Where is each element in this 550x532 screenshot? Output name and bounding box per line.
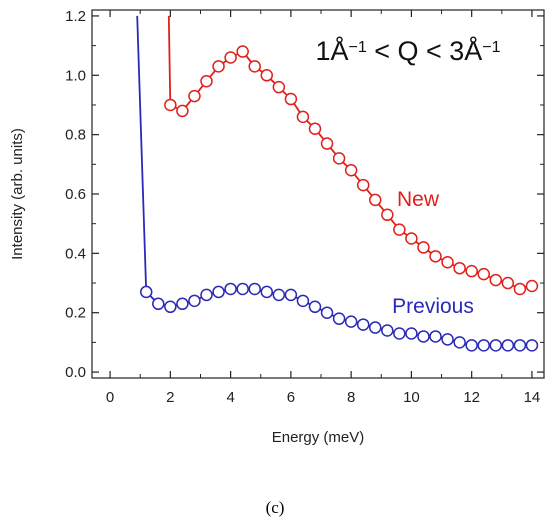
data-point-previous [260, 285, 274, 299]
data-point-previous [200, 288, 213, 302]
data-point-previous [405, 327, 418, 340]
data-point-new [477, 267, 490, 281]
data-point-previous [417, 330, 430, 343]
data-point-previous [248, 282, 261, 296]
data-point-new [465, 264, 478, 278]
data-point-new [296, 110, 310, 124]
data-point-previous [152, 297, 165, 311]
data-point-new [344, 164, 358, 177]
data-point-previous [501, 339, 515, 352]
data-point-previous [453, 336, 466, 349]
panel-label: (c) [265, 498, 285, 517]
data-point-new [525, 279, 539, 293]
x-tick-label: 14 [524, 389, 541, 406]
data-point-previous [441, 333, 454, 346]
data-point-previous [369, 321, 382, 334]
data-point-new [453, 261, 466, 275]
data-point-new [284, 92, 298, 106]
data-point-new [272, 80, 286, 94]
data-point-previous [332, 312, 346, 325]
q-range-annotation: 1Å−1 < Q < 3Å−1 [315, 35, 500, 66]
data-point-previous [296, 294, 310, 308]
data-point-new [501, 276, 515, 290]
y-axis-label: Intensity (arb. units) [9, 128, 26, 260]
data-point-new [393, 223, 406, 236]
y-tick-label: 1.2 [65, 8, 86, 25]
data-point-new [405, 232, 418, 245]
data-point-new [320, 137, 334, 150]
x-tick-label: 2 [166, 389, 174, 406]
data-point-previous [272, 288, 286, 302]
x-axis-label: Energy (meV) [272, 429, 365, 446]
y-tick-label: 0.6 [65, 186, 86, 203]
data-point-new [248, 60, 261, 73]
data-point-new [236, 45, 249, 58]
data-point-previous [164, 300, 177, 314]
x-tick-label: 6 [287, 389, 295, 406]
data-point-new [308, 122, 322, 135]
x-tick-label: 10 [403, 389, 420, 406]
data-point-new [513, 282, 527, 296]
data-point-previous [489, 339, 503, 352]
data-point-new [417, 241, 430, 254]
x-tick-label: 8 [347, 389, 355, 406]
data-point-new [356, 178, 370, 192]
data-point-new [260, 69, 274, 82]
data-point-previous [356, 318, 370, 331]
intensity-energy-chart: 0 2 4 6 8 10 12 14 0.0 0.2 0.4 0.6 0.8 1.0 1.2 1Å−1 < … [9, 8, 545, 446]
y-tick-label: 0.0 [65, 364, 86, 381]
y-tick-label: 0.2 [65, 305, 86, 322]
data-point-previous [139, 285, 153, 299]
data-point-previous [525, 339, 539, 352]
data-point-previous [188, 294, 201, 308]
data-point-previous [212, 285, 225, 299]
data-point-previous [224, 282, 237, 296]
data-point-previous [176, 297, 189, 311]
x-tick-label: 0 [106, 389, 114, 406]
x-tick-label: 4 [226, 389, 234, 406]
data-point-new [381, 208, 394, 222]
data-point-new [429, 250, 442, 263]
data-point-new [369, 193, 382, 207]
data-point-new [188, 89, 201, 103]
data-point-new [224, 51, 237, 64]
data-point-previous [344, 315, 358, 328]
data-point-previous [393, 327, 406, 340]
data-point-new [164, 98, 177, 112]
data-point-previous [477, 339, 490, 352]
data-point-previous [236, 282, 249, 296]
series-label-new: New [397, 188, 440, 211]
data-point-previous [381, 324, 394, 337]
y-tick-label: 0.4 [65, 245, 86, 262]
data-point-new [200, 74, 213, 88]
x-tick-label: 12 [463, 389, 480, 406]
data-point-previous [284, 288, 298, 302]
series-layer [136, 15, 539, 352]
data-point-previous [429, 330, 442, 343]
data-point-previous [513, 339, 527, 352]
data-point-new [176, 104, 189, 118]
series-label-previous: Previous [392, 295, 474, 318]
data-point-previous [465, 339, 478, 352]
data-point-new [489, 273, 503, 287]
y-tick-label: 0.8 [65, 127, 86, 144]
data-point-new [212, 60, 225, 73]
data-point-new [332, 152, 346, 165]
data-point-previous [320, 306, 334, 319]
data-point-previous [308, 300, 322, 314]
y-tick-label: 1.0 [65, 67, 86, 84]
data-point-new [441, 256, 454, 269]
chart-axes: 0 2 4 6 8 10 12 14 0.0 0.2 0.4 0.6 0.8 1.0 1.2 [65, 8, 545, 406]
